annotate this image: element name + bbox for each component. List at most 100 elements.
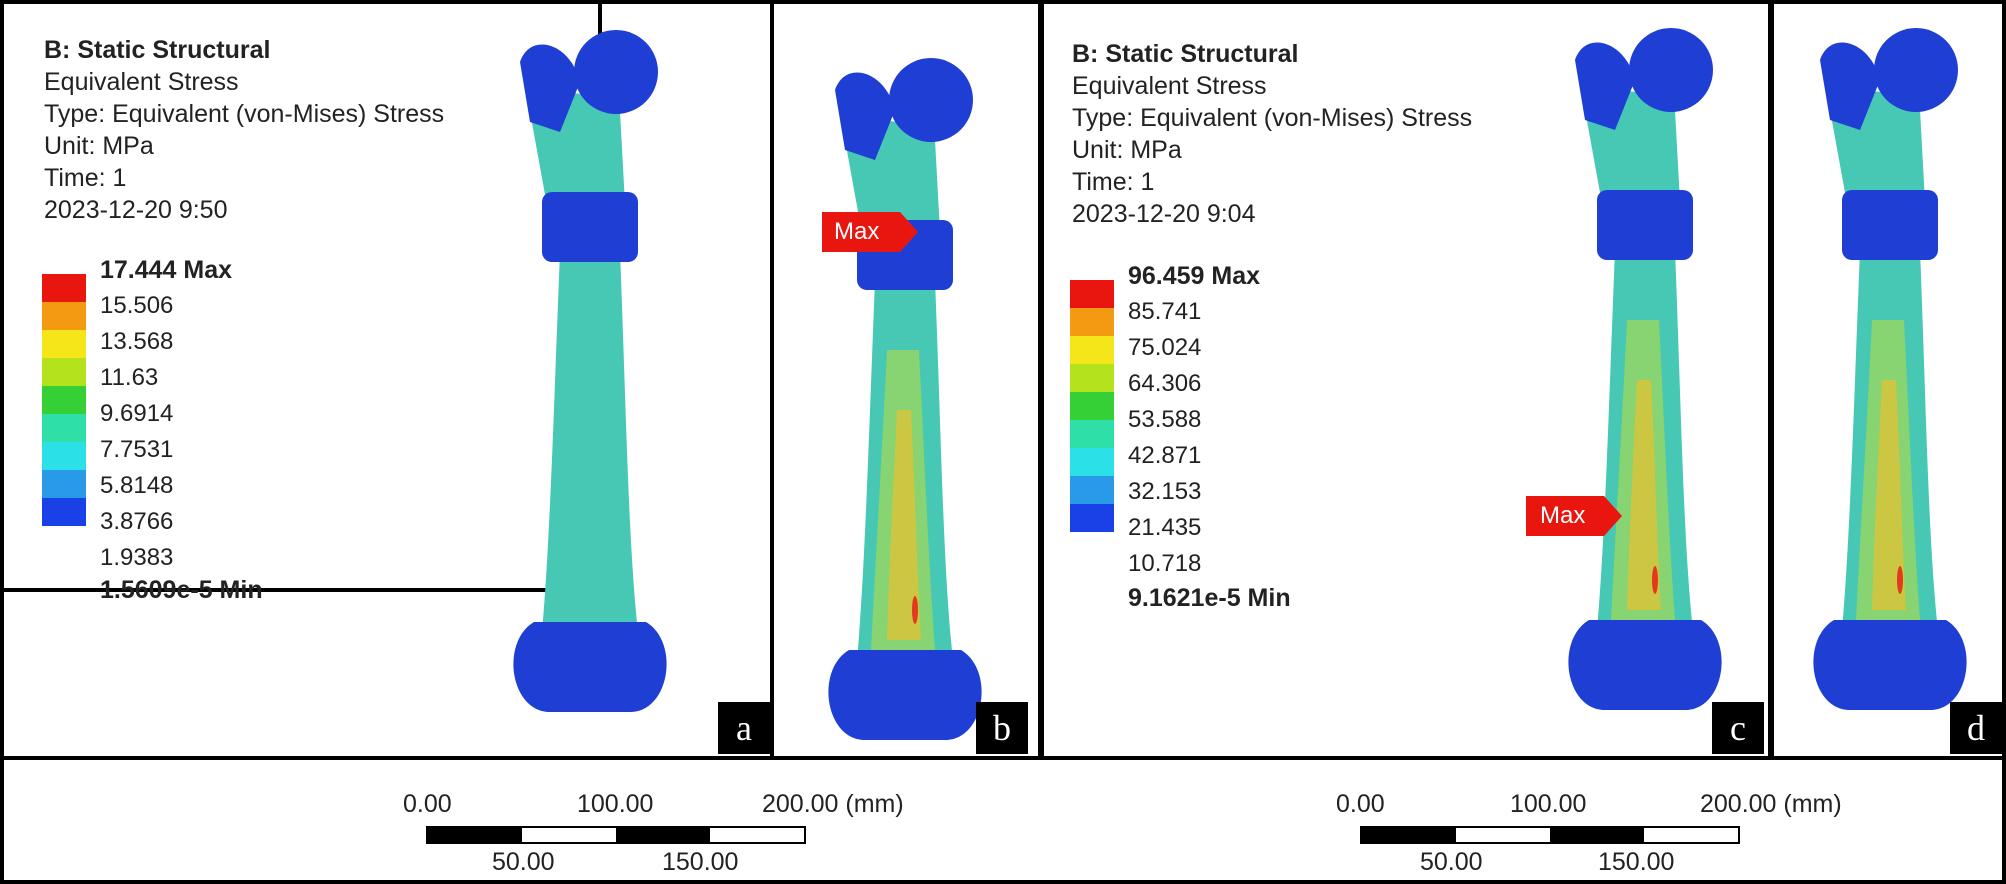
- right-stress-legend: 96.459 Max 85.741 75.024 64.306 53.588 4…: [1070, 262, 1330, 612]
- result-name: Equivalent Stress: [44, 68, 239, 96]
- femur-head: [574, 30, 658, 114]
- scale-tick-0: 0.00: [403, 790, 452, 818]
- legend-swatch: [42, 442, 86, 470]
- femur-condyles: [1813, 620, 1967, 710]
- legend-level: 13.568: [100, 328, 174, 355]
- legend-level: 9.6914: [100, 400, 174, 427]
- analysis-title: B: Static Structural: [1072, 40, 1299, 68]
- legend-level: 75.024: [1128, 334, 1202, 361]
- legend-swatch: [42, 274, 86, 302]
- greater-trochanter: [835, 72, 895, 160]
- right-result-header: B: Static Structural Equivalent Stress T…: [1072, 38, 1472, 230]
- femur-condyles: [513, 622, 667, 712]
- scale-tick-0: 0.00: [1336, 790, 1385, 818]
- result-time: Time: 1: [44, 164, 127, 192]
- scale-tick-200: 200.00 (mm): [1700, 790, 1842, 818]
- femur-model-a: [513, 30, 667, 712]
- legend-level: 32.153: [1128, 478, 1202, 505]
- legend-min-label: 9.1621e-5 Min: [1128, 584, 1291, 612]
- implant-block: [1597, 190, 1693, 260]
- legend-level: 21.435: [1128, 514, 1202, 541]
- greater-trochanter: [520, 44, 580, 132]
- legend-swatch: [1070, 392, 1114, 420]
- scale-bar-left: 0.00 100.00 200.00 (mm) 50.00 150.00: [380, 790, 940, 880]
- analysis-title: B: Static Structural: [44, 36, 271, 64]
- legend-swatch: [1070, 308, 1114, 336]
- max-marker-label: Max: [834, 218, 880, 245]
- scale-bar-graphic: [426, 826, 806, 844]
- legend-level: 53.588: [1128, 406, 1202, 433]
- result-timestamp: 2023-12-20 9:04: [1072, 200, 1256, 228]
- legend-level: 85.741: [1128, 298, 1202, 325]
- femur-head: [1629, 28, 1713, 112]
- scale-tick-100: 100.00: [577, 790, 654, 818]
- femur-condyles: [1568, 620, 1722, 710]
- greater-trochanter: [1820, 42, 1880, 130]
- femur-model-b: [828, 58, 982, 740]
- result-timestamp: 2023-12-20 9:50: [44, 196, 228, 224]
- left-stress-legend: 17.444 Max 15.506 13.568 11.63 9.6914 7.…: [42, 256, 302, 604]
- result-type: Type: Equivalent (von-Mises) Stress: [44, 100, 445, 128]
- result-time: Time: 1: [1072, 168, 1155, 196]
- result-unit: Unit: MPa: [44, 132, 154, 160]
- scale-tick-100: 100.00: [1510, 790, 1587, 818]
- legend-swatch: [42, 302, 86, 330]
- legend-swatch: [1070, 336, 1114, 364]
- left-result-header: B: Static Structural Equivalent Stress T…: [44, 34, 444, 226]
- femur-hot-zone: [1627, 380, 1661, 610]
- max-marker-label: Max: [1540, 502, 1586, 529]
- peak-stress-spot: [912, 596, 918, 624]
- max-marker-c: Max: [1526, 496, 1622, 541]
- legend-swatch: [42, 386, 86, 414]
- legend-swatch: [42, 470, 86, 498]
- scale-panel: [0, 756, 2006, 884]
- implant-block: [1842, 190, 1938, 260]
- legend-max-label: 17.444 Max: [100, 256, 233, 284]
- legend-swatch: [1070, 476, 1114, 504]
- legend-level: 7.7531: [100, 436, 174, 463]
- legend-swatch: [1070, 448, 1114, 476]
- panel-a: [0, 0, 602, 592]
- legend-swatch: [42, 414, 86, 442]
- legend-level: 15.506: [100, 292, 174, 319]
- scale-tick-50: 50.00: [1420, 848, 1483, 876]
- femur-hot-zone: [1872, 380, 1906, 610]
- legend-level: 1.9383: [100, 544, 174, 571]
- greater-trochanter: [1575, 42, 1635, 130]
- femur-model-d: [1813, 28, 1967, 710]
- panel-label-b: b: [976, 702, 1028, 754]
- scale-bar-right: 0.00 100.00 200.00 (mm) 50.00 150.00: [1314, 790, 1874, 880]
- legend-swatch: [42, 358, 86, 386]
- legend-swatch: [1070, 280, 1114, 308]
- peak-stress-spot: [1897, 566, 1903, 594]
- scale-tick-150: 150.00: [1598, 848, 1675, 876]
- max-marker-arrow: [822, 212, 918, 252]
- scale-tick-50: 50.00: [492, 848, 555, 876]
- legend-swatch: [1070, 364, 1114, 392]
- panel-label-c: c: [1712, 702, 1764, 754]
- result-name: Equivalent Stress: [1072, 72, 1267, 100]
- legend-level: 11.63: [100, 364, 159, 391]
- femur-hot-zone: [887, 410, 921, 640]
- scale-tick-150: 150.00: [662, 848, 739, 876]
- implant-block: [542, 192, 638, 262]
- legend-swatch: [42, 498, 86, 526]
- panel-label-a: a: [718, 702, 770, 754]
- panel-label-d: d: [1950, 702, 2002, 754]
- legend-level: 10.718: [1128, 550, 1202, 577]
- result-type: Type: Equivalent (von-Mises) Stress: [1072, 104, 1473, 132]
- legend-level: 3.8766: [100, 508, 174, 535]
- legend-level: 64.306: [1128, 370, 1202, 397]
- femur-condyles: [828, 650, 982, 740]
- scale-tick-200: 200.00 (mm): [762, 790, 904, 818]
- femur-shaft: [542, 252, 638, 632]
- scale-bar-graphic: [1360, 826, 1740, 844]
- legend-swatch: [1070, 420, 1114, 448]
- femur-model-c: [1568, 28, 1722, 710]
- legend-swatch: [1070, 504, 1114, 532]
- legend-min-label: 1.5609e-5 Min: [100, 576, 263, 604]
- femur-head: [1874, 28, 1958, 112]
- femur-head: [889, 58, 973, 142]
- max-marker-arrow: [1526, 496, 1622, 536]
- peak-stress-spot: [1652, 566, 1658, 594]
